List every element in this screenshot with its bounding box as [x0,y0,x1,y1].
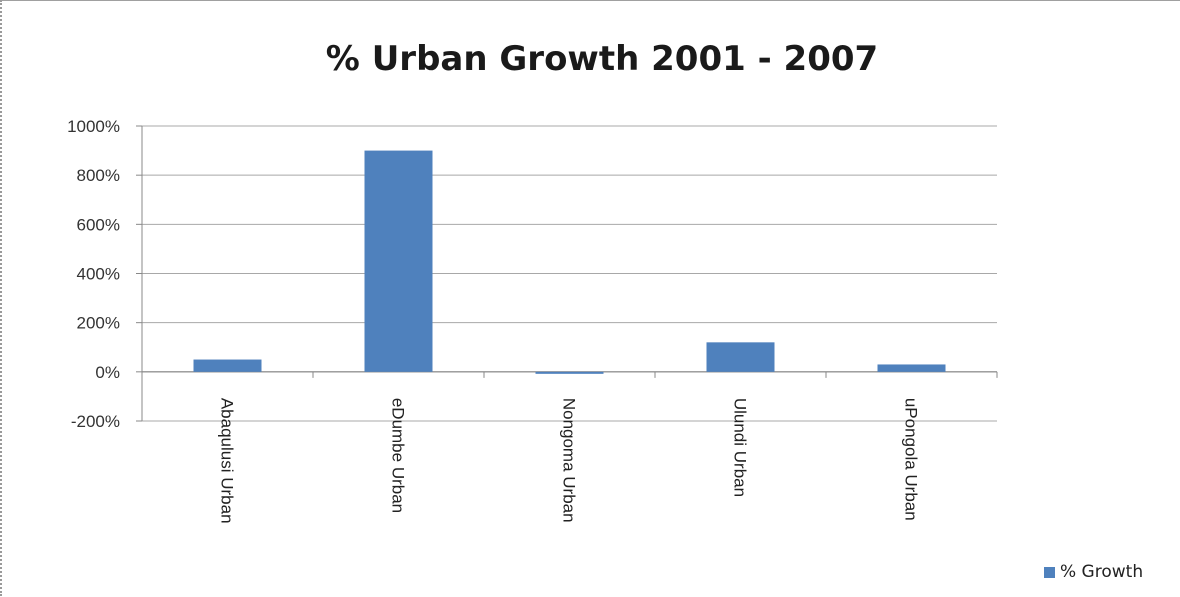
y-tick-label: 800% [77,166,120,185]
x-category-label: Ulundi Urban [731,398,750,497]
y-tick-label: 200% [77,314,120,333]
y-tick-label: 1000% [67,117,120,136]
bar-ulundi-urban [706,342,775,372]
y-tick-label: 400% [77,265,120,284]
bar-edumbe-urban [364,150,433,372]
chart-title: % Urban Growth 2001 - 2007 [325,39,879,79]
x-category-label: Abaqulusi Urban [218,398,237,524]
bar-upongola-urban [877,364,946,372]
x-category-label: Nongoma Urban [560,398,579,523]
legend-swatch-growth [1044,566,1055,578]
x-category-label: uPongola Urban [902,398,921,521]
legend-label-growth: % Growth [1060,562,1144,582]
y-tick-label: 600% [77,215,120,234]
x-category-label: eDumbe Urban [389,398,408,513]
y-tick-label: 0% [95,363,120,382]
legend: % Growth [1044,562,1143,582]
bar-nongoma-urban [535,371,604,374]
bar-abaqulusi-urban [193,359,262,372]
y-tick-label: -200% [71,412,120,431]
